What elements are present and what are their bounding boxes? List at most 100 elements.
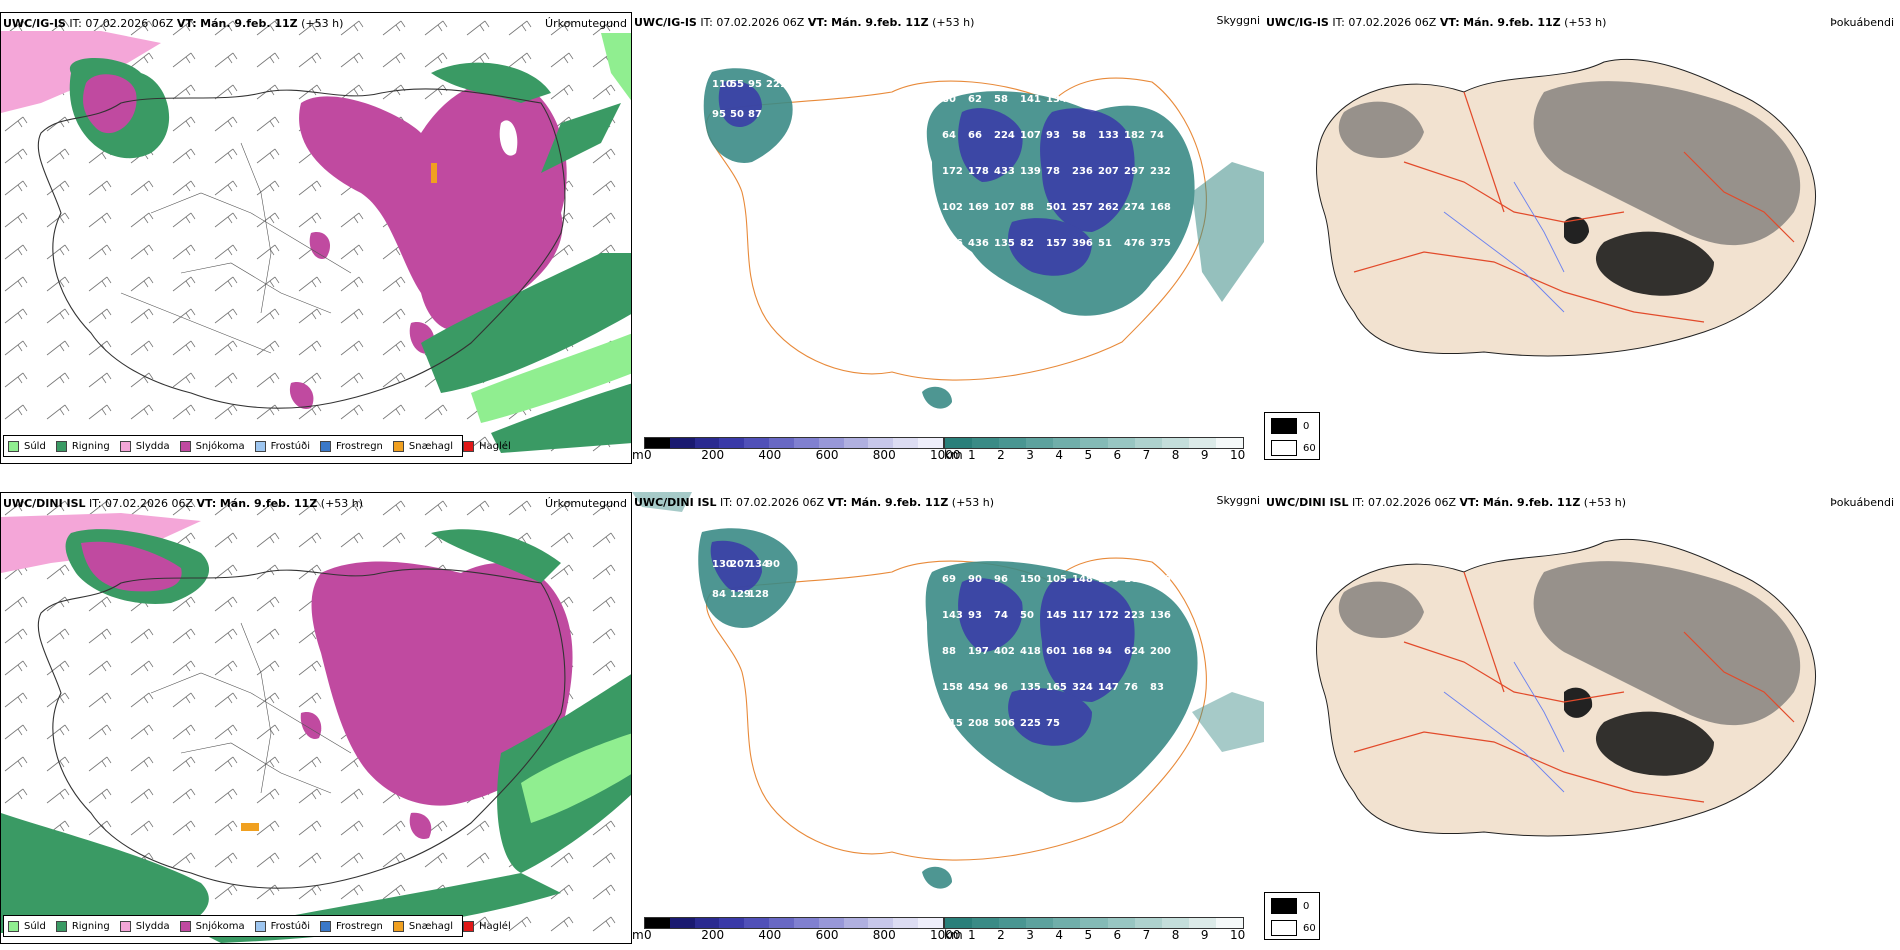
elevation-label-42: 168 xyxy=(1150,202,1171,213)
colorbar-tick-4: 800 xyxy=(872,448,896,462)
colorbar-cell-9 xyxy=(868,438,894,448)
precip-legend-item-2: Slydda xyxy=(119,920,170,932)
elevation-label-44: 436 xyxy=(968,238,989,249)
snow-blob-interior xyxy=(309,232,331,259)
colorbar-cell-0 xyxy=(645,438,670,448)
fog-shading-bottom xyxy=(1338,561,1801,726)
colorbar-cell-8 xyxy=(1161,918,1189,928)
precip-legend-swatch-4 xyxy=(254,920,266,932)
elevation-label-19: 50 xyxy=(1020,610,1034,621)
elevation-label-32: 297 xyxy=(1124,166,1145,177)
elevation-label-34: 158 xyxy=(942,682,963,693)
rain-north-coast-bottom xyxy=(431,529,561,583)
colorbar-tick-1: 200 xyxy=(701,448,725,462)
colorbar-cell-6 xyxy=(1107,438,1135,448)
elevation-label-21: 117 xyxy=(1072,610,1093,621)
colorbar-cell-10 xyxy=(1215,438,1244,448)
colorbar-tick-9: 10 xyxy=(1230,448,1246,462)
iceland-coastline-bottom xyxy=(37,568,566,889)
colorbar-cell-3 xyxy=(1026,918,1054,928)
elevation-label-22: 133 xyxy=(1098,130,1119,141)
precip-legend-swatch-2 xyxy=(119,440,131,452)
elevation-label-12: 194 xyxy=(1072,94,1093,105)
colorbar-cell-0 xyxy=(645,918,670,928)
elevation-label-51: 375 xyxy=(1150,238,1171,249)
elevation-label-24: 74 xyxy=(1150,130,1164,141)
colorbar-cell-1 xyxy=(669,438,695,448)
colorbar-tick-0: 1 xyxy=(968,928,976,942)
visibility-unit-top: km xyxy=(944,448,963,462)
rivers-roads xyxy=(120,142,352,354)
colorbar-cell-9 xyxy=(1188,438,1216,448)
elevation-unit-top: m xyxy=(632,448,644,462)
colorbar-cell-11 xyxy=(918,918,943,928)
fog-legend-top: 0 60 xyxy=(1264,412,1320,460)
precip-type-label-bottom: Úrkomutegund xyxy=(545,497,627,510)
colorbar-cell-1 xyxy=(972,438,1000,448)
colorbar-cell-5 xyxy=(1080,438,1108,448)
colorbar-cell-8 xyxy=(843,438,869,448)
road-network-outline-bottom xyxy=(705,557,1207,861)
elevation-label-41: 76 xyxy=(1124,682,1138,693)
elevation-label-23: 223 xyxy=(1124,610,1145,621)
colorbar-cell-4 xyxy=(1053,438,1081,448)
fog-indicator-panel-top: UWC/IG-IS IT: 07.02.2026 06Z VT: Mán. 9.… xyxy=(1264,12,1900,464)
colorbar-tick-4: 800 xyxy=(872,928,896,942)
elevation-label-37: 135 xyxy=(1020,682,1041,693)
elevation-label-44: 208 xyxy=(968,718,989,729)
precip-legend-swatch-0 xyxy=(8,920,19,932)
colorbar-tick-2: 3 xyxy=(1026,448,1034,462)
visibility-panel-bottom: 130 207 134 90 84 129 128 69 90 96 150 105 148 193 162… xyxy=(632,492,1264,944)
elevation-label-46: 82 xyxy=(1020,238,1034,249)
snow-area-north xyxy=(299,81,567,331)
fog-legend-label-1: 60 xyxy=(1303,442,1316,454)
precip-legend-label-2: Slydda xyxy=(135,440,170,452)
elevation-label-9: 96 xyxy=(994,574,1008,585)
colorbar-tick-1: 2 xyxy=(997,928,1005,942)
visibility-colorbar-top xyxy=(944,437,1244,449)
fog-legend-row-1: 60 xyxy=(1271,440,1316,456)
elevation-label-12: 148 xyxy=(1072,574,1093,585)
elevation-label-33: 200 xyxy=(1150,646,1171,657)
elevation-label-14: 162 xyxy=(1124,574,1145,585)
elevation-label-36: 107 xyxy=(994,202,1015,213)
precip-legend-label-0: Súld xyxy=(24,920,46,932)
elevation-label-4: 84 xyxy=(712,589,726,600)
elevation-label-18: 224 xyxy=(994,130,1015,141)
colorbar-tick-4: 5 xyxy=(1084,928,1093,942)
elevation-label-7: 69 xyxy=(942,574,956,585)
elevation-label-39: 257 xyxy=(1072,202,1093,213)
elevation-label-13: 90 xyxy=(1098,94,1112,105)
elevation-label-3: 221 xyxy=(766,79,787,90)
ice-pellets-bottom xyxy=(241,823,259,831)
colorbar-cell-0 xyxy=(945,918,973,928)
elevation-label-38: 165 xyxy=(1046,682,1067,693)
colorbar-cell-5 xyxy=(769,438,794,448)
colorbar-cell-10 xyxy=(893,438,919,448)
fog-legend-row-0: 0 xyxy=(1271,418,1309,434)
precip-legend-swatch-1 xyxy=(55,440,67,452)
colorbar-tick-5: 1000 xyxy=(930,928,961,942)
elevation-label-6: 128 xyxy=(748,589,769,600)
elevation-label-31: 94 xyxy=(1098,646,1112,657)
fog-legend-swatch-0 xyxy=(1271,418,1297,434)
colorbar-tick-8: 9 xyxy=(1200,448,1209,462)
colorbar-cell-10 xyxy=(893,918,919,928)
elevation-label-43: 106 xyxy=(942,238,963,249)
elevation-label-10: 141 xyxy=(1020,94,1041,105)
colorbar-tick-1: 2 xyxy=(997,448,1005,462)
colorbar-cell-9 xyxy=(868,918,894,928)
elevation-label-13: 193 xyxy=(1098,574,1119,585)
precip-legend-item-6: Snæhagl xyxy=(392,920,453,932)
fog-map-top xyxy=(1316,58,1816,357)
elevation-label-46: 225 xyxy=(1020,718,1041,729)
elevation-colorbar-bottom xyxy=(644,917,944,929)
colorbar-cell-0 xyxy=(945,438,973,448)
drizzle-band-bottom xyxy=(521,733,631,823)
elevation-label-20: 93 xyxy=(1046,130,1060,141)
elevation-label-25: 88 xyxy=(942,646,956,657)
precip-legend-swatch-3 xyxy=(179,920,191,932)
high-terrain-areas-bottom xyxy=(710,540,1135,746)
fog-label-top: Þokuábendi xyxy=(1830,16,1894,29)
